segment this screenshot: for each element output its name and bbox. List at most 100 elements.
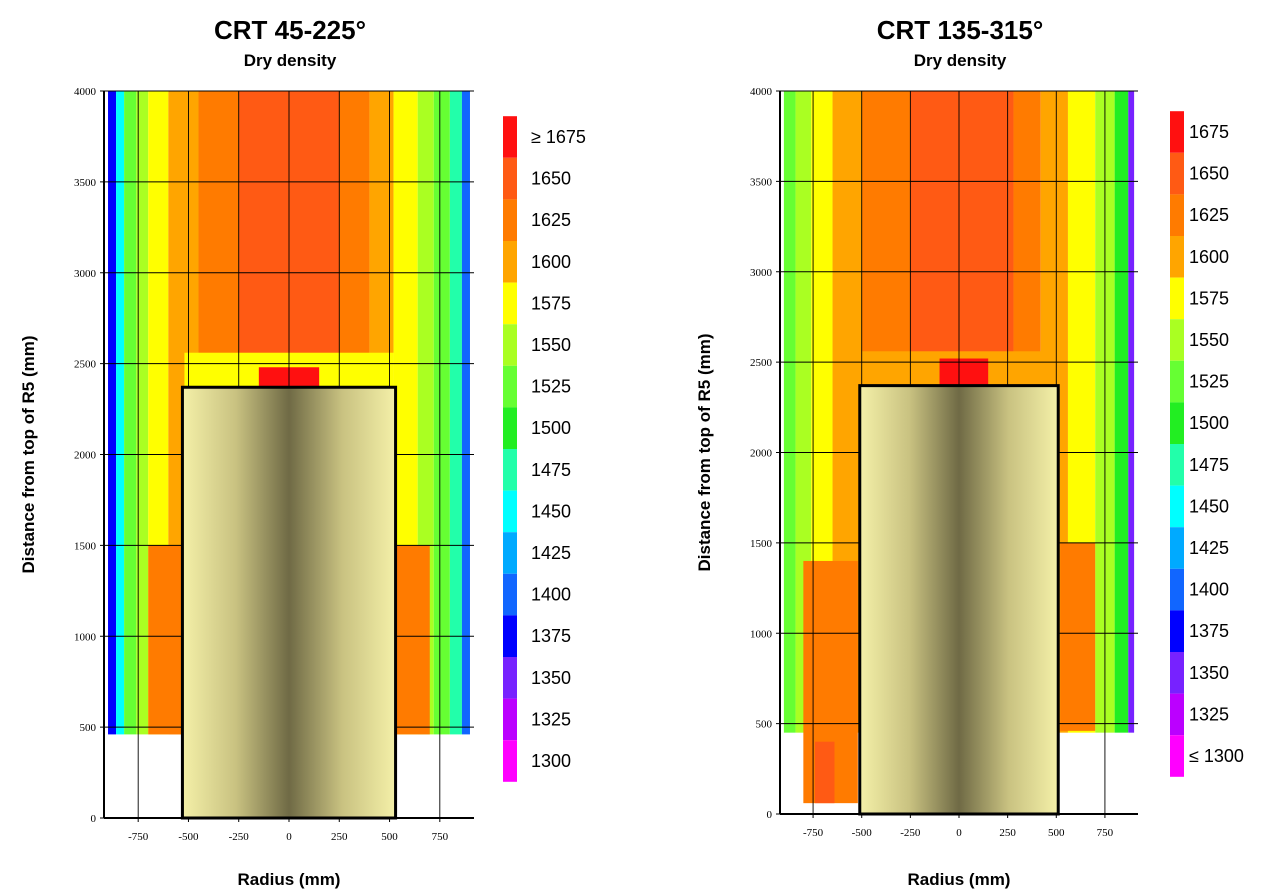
chart-panel-2: CRT 135-315° Dry density -750 -500 -250 0 250 5… [695,15,1244,889]
x-tick-label: 750 [432,831,449,843]
legend-swatch [1170,236,1184,278]
y-tick-label: 0 [767,809,773,821]
legend-label: 1400 [1189,580,1229,600]
legend-label: ≥ 1675 [531,127,586,147]
y-tick-label: 1500 [750,538,773,550]
x-tick-label: -250 [229,831,250,843]
x-tick-label: -500 [852,827,873,839]
density-band-1 [108,91,117,735]
density-band-2 [116,91,125,735]
legend-label: 1575 [531,293,571,313]
legend-label: 1475 [1189,455,1229,475]
y-tick-label: 4000 [750,86,773,98]
legend-label: 1600 [531,252,571,272]
density-band-14 [449,91,462,735]
density-band-13 [433,91,450,735]
x-tick-label: 500 [381,831,398,843]
legend-swatch [1170,152,1184,195]
density-band-15 [461,91,470,735]
y-tick-label: 2000 [74,450,97,462]
legend-label: 1525 [531,377,571,397]
y-tick-label: 3000 [74,268,97,280]
legend-swatch [1170,319,1184,361]
x-tick-label: 250 [331,831,348,843]
chart-title: CRT 45-225° [214,15,366,45]
legend-swatch [503,740,517,782]
legend-swatch [1170,194,1184,236]
x-tick-label: -250 [900,827,921,839]
legend-label: 1550 [531,335,571,355]
legend-swatch [503,157,517,200]
x-axis-label: Radius (mm) [238,870,341,889]
chart-title: CRT 135-315° [877,15,1043,45]
canister-rect [180,385,398,820]
x-tick-label: 0 [286,831,292,843]
legend-label: 1325 [531,709,571,729]
x-tick-label: -750 [803,827,824,839]
legend-swatch [1170,360,1184,403]
y-tick-label: 0 [91,813,97,825]
y-tick-label: 500 [756,719,773,731]
legend-label: 1375 [1189,621,1229,641]
y-tick-label: 1000 [750,628,773,640]
density-band-4 [136,91,149,735]
legend-label: 1400 [531,585,571,605]
legend-swatch [503,407,517,449]
y-tick-label: 3000 [750,267,773,279]
legend-label: 1625 [531,210,571,230]
chart-subtitle: Dry density [914,51,1007,70]
legend: 1675 1650 1625 1600 1575 1550 1525 1500 1475 1450… [1170,111,1244,777]
y-axis-label: Distance from top of R5 (mm) [695,333,714,571]
legend-label: 1300 [531,751,571,771]
x-tick-label: 250 [999,827,1016,839]
legend-swatch [503,698,517,741]
legend-swatch [1170,735,1184,777]
density-patch-4 [1060,542,1096,731]
legend-label: 1675 [1189,122,1229,142]
legend-swatch [503,657,517,699]
x-tick-label: 0 [956,827,962,839]
density-band-1 [783,91,796,733]
y-tick-label: 1000 [74,631,97,643]
legend-label: 1500 [531,418,571,438]
density-band-12 [1128,91,1135,733]
legend-label: 1375 [531,626,571,646]
legend-swatch [1170,568,1184,611]
legend-swatch [503,615,517,657]
chart-panel-1: CRT 45-225° Dry density -750 -500 -250 0 250 50… [19,15,586,889]
legend-label: 1325 [1189,704,1229,724]
density-patch-3 [815,741,835,804]
y-tick-label: 500 [80,722,97,734]
density-patch-5 [939,358,989,386]
chart-subtitle: Dry density [244,51,337,70]
legend-label: 1550 [1189,330,1229,350]
legend-label: 1650 [531,169,571,189]
legend-label: 1450 [1189,496,1229,516]
density-patch-3 [395,545,430,735]
x-tick-label: -750 [128,831,149,843]
density-band-3 [124,91,137,735]
legend-swatch [1170,610,1184,652]
legend: ≥ 1675 1650 1625 1600 1575 1550 1525 1500 1475 14… [503,116,586,782]
legend-label: 1600 [1189,247,1229,267]
legend-swatch [1170,111,1184,153]
legend-swatch [1170,652,1184,694]
legend-swatch [1170,444,1184,486]
legend-swatch [503,282,517,325]
legend-swatch [1170,527,1184,569]
x-tick-label: -500 [178,831,199,843]
legend-swatch [503,490,517,533]
x-tick-label: 750 [1097,827,1114,839]
legend-label: 1425 [531,543,571,563]
legend-label: 1625 [1189,205,1229,225]
density-band-11 [1114,91,1129,733]
legend-label: ≤ 1300 [1189,746,1244,766]
legend-swatch [1170,485,1184,528]
y-tick-label: 2500 [74,359,97,371]
legend-label: 1575 [1189,288,1229,308]
legend-label: 1500 [1189,413,1229,433]
y-tick-label: 3500 [750,176,773,188]
legend-swatch [1170,277,1184,320]
legend-label: 1425 [1189,538,1229,558]
